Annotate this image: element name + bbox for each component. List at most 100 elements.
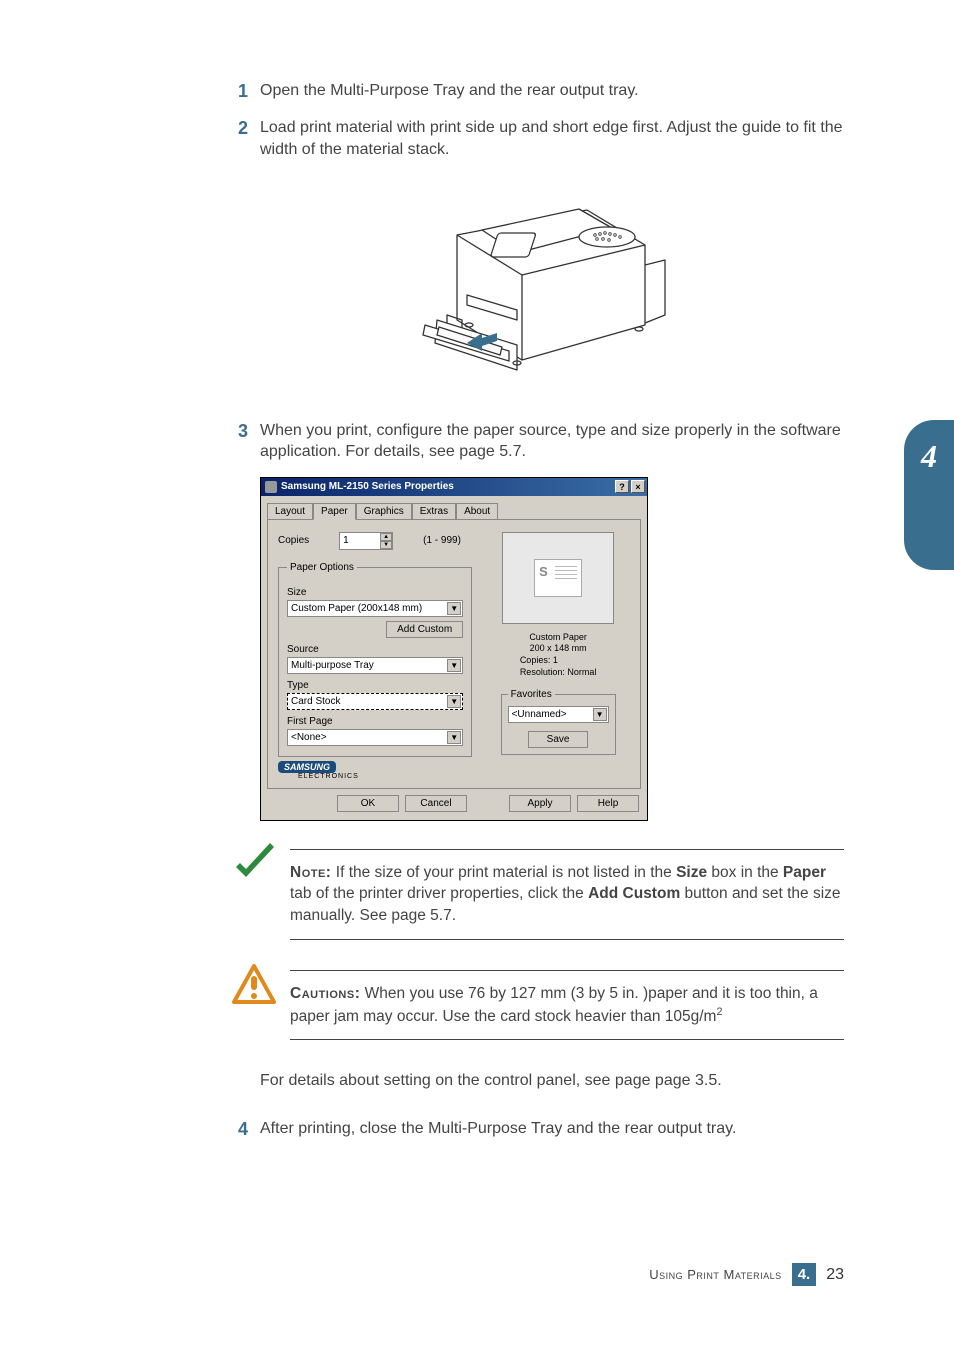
note-bold-paper: Paper [783, 864, 826, 881]
step-number: 3 [230, 420, 260, 463]
type-label: Type [287, 680, 463, 691]
caution-callout: Cautions: When you use 76 by 127 mm (3 b… [230, 970, 844, 1041]
page-preview: S [502, 532, 614, 624]
chevron-down-icon: ▼ [447, 731, 461, 744]
caution-lead: Cautions: [290, 985, 360, 1002]
copies-label: Copies [278, 535, 309, 546]
note-bold-addcustom: Add Custom [588, 885, 680, 902]
preview-meta-size: Custom Paper [520, 632, 597, 644]
favorites-group: Favorites <Unnamed> ▼ Save [501, 689, 616, 755]
step-text: Load print material with print side up a… [260, 117, 844, 160]
favorites-dropdown[interactable]: <Unnamed> ▼ [508, 706, 609, 723]
step-1: 1 Open the Multi-Purpose Tray and the re… [230, 80, 844, 103]
size-value: Custom Paper (200x148 mm) [291, 603, 422, 614]
tab-paper[interactable]: Paper [313, 503, 356, 520]
dialog-titlebar: Samsung ML-2150 Series Properties ? × [261, 478, 647, 496]
tab-extras[interactable]: Extras [412, 503, 456, 520]
apply-button[interactable]: Apply [509, 795, 571, 812]
page-footer: Using Print Materials 4. 23 [649, 1263, 844, 1286]
dialog-tabs: Layout Paper Graphics Extras About [261, 496, 647, 519]
printer-illustration [387, 175, 687, 400]
type-dropdown[interactable]: Card Stock ▼ [287, 693, 463, 710]
preview-page-icon: S [534, 559, 582, 597]
dialog-body: Copies ▲ ▼ (1 - 999) Paper Options Size [267, 519, 641, 789]
source-dropdown[interactable]: Multi-purpose Tray ▼ [287, 657, 463, 674]
details-paragraph: For details about setting on the control… [260, 1070, 844, 1092]
first-page-label: First Page [287, 716, 463, 727]
properties-dialog-wrap: Samsung ML-2150 Series Properties ? × La… [260, 477, 844, 821]
brand-sub: ELECTRONICS [298, 773, 359, 780]
tab-graphics[interactable]: Graphics [356, 503, 412, 520]
caution-sup: 2 [716, 1006, 722, 1018]
brand-name: SAMSUNG [278, 761, 336, 773]
note-text-3: tab of the printer driver properties, cl… [290, 885, 588, 902]
warning-icon [230, 962, 278, 1015]
page: 4 1 Open the Multi-Purpose Tray and the … [0, 0, 954, 1346]
step-4: 4 After printing, close the Multi-Purpos… [230, 1118, 844, 1141]
spin-up-icon[interactable]: ▲ [380, 533, 392, 541]
size-label: Size [287, 587, 463, 598]
tab-layout[interactable]: Layout [267, 503, 313, 520]
note-text-2: box in the [707, 864, 783, 881]
chapter-tab: 4 [904, 420, 954, 570]
copies-input[interactable] [340, 533, 380, 549]
spin-down-icon[interactable]: ▼ [380, 541, 392, 549]
first-page-dropdown[interactable]: <None> ▼ [287, 729, 463, 746]
dialog-left-column: Copies ▲ ▼ (1 - 999) Paper Options Size [278, 532, 472, 778]
caution-text: When you use 76 by 127 mm (3 by 5 in. )p… [290, 985, 818, 1025]
favorites-value: <Unnamed> [512, 709, 567, 720]
footer-chapter: 4. [792, 1263, 817, 1286]
help-button[interactable]: ? [615, 480, 629, 493]
dialog-right-column: S Custom Paper 200 x 148 mm Copies: 1 Re… [486, 532, 630, 778]
type-value: Card Stock [291, 696, 340, 707]
cancel-button[interactable]: Cancel [405, 795, 467, 812]
step-text: Open the Multi-Purpose Tray and the rear… [260, 80, 844, 103]
dialog-title: Samsung ML-2150 Series Properties [281, 481, 454, 492]
footer-section: Using Print Materials [649, 1267, 781, 1282]
step-number: 4 [230, 1118, 260, 1141]
app-icon [265, 481, 277, 493]
brand-logo: SAMSUNG ELECTRONICS [278, 761, 359, 780]
note-body: Note: If the size of your print material… [290, 849, 844, 940]
step-text: After printing, close the Multi-Purpose … [260, 1118, 844, 1141]
source-label: Source [287, 644, 463, 655]
copies-spinner[interactable]: ▲ ▼ [339, 532, 393, 550]
chevron-down-icon: ▼ [593, 708, 607, 721]
chevron-down-icon: ▼ [447, 659, 461, 672]
first-page-value: <None> [291, 732, 327, 743]
close-button[interactable]: × [631, 480, 645, 493]
save-favorite-button[interactable]: Save [528, 731, 588, 748]
add-custom-button[interactable]: Add Custom [386, 621, 463, 638]
paper-options-group: Paper Options Size Custom Paper (200x148… [278, 562, 472, 757]
preview-meta-dims: 200 x 148 mm [520, 643, 597, 655]
properties-dialog: Samsung ML-2150 Series Properties ? × La… [260, 477, 648, 821]
copies-row: Copies ▲ ▼ (1 - 999) [278, 532, 472, 550]
favorites-legend: Favorites [508, 689, 555, 700]
caution-body: Cautions: When you use 76 by 127 mm (3 b… [290, 970, 844, 1041]
ok-button[interactable]: OK [337, 795, 399, 812]
step-text: When you print, configure the paper sour… [260, 420, 844, 463]
help-button[interactable]: Help [577, 795, 639, 812]
checkmark-icon [230, 841, 278, 894]
note-bold-size: Size [676, 864, 707, 881]
step-3: 3 When you print, configure the paper so… [230, 420, 844, 463]
dialog-footer: OK Cancel Apply Help [261, 795, 647, 820]
footer-page: 23 [826, 1266, 844, 1284]
chapter-number: 4 [921, 438, 937, 475]
step-number: 1 [230, 80, 260, 103]
step-2: 2 Load print material with print side up… [230, 117, 844, 160]
tab-about[interactable]: About [456, 503, 498, 520]
chevron-down-icon: ▼ [447, 602, 461, 615]
size-dropdown[interactable]: Custom Paper (200x148 mm) ▼ [287, 600, 463, 617]
preview-meta: Custom Paper 200 x 148 mm Copies: 1 Reso… [520, 632, 597, 679]
paper-options-legend: Paper Options [287, 562, 357, 573]
chevron-down-icon: ▼ [447, 695, 461, 708]
note-callout: Note: If the size of your print material… [230, 849, 844, 940]
preview-meta-res: Resolution: Normal [520, 667, 597, 679]
note-lead: Note: [290, 864, 331, 881]
source-value: Multi-purpose Tray [291, 660, 374, 671]
preview-meta-copies: Copies: 1 [520, 655, 597, 667]
step-number: 2 [230, 117, 260, 160]
copies-range: (1 - 999) [423, 535, 461, 546]
preview-letter: S [539, 564, 548, 579]
